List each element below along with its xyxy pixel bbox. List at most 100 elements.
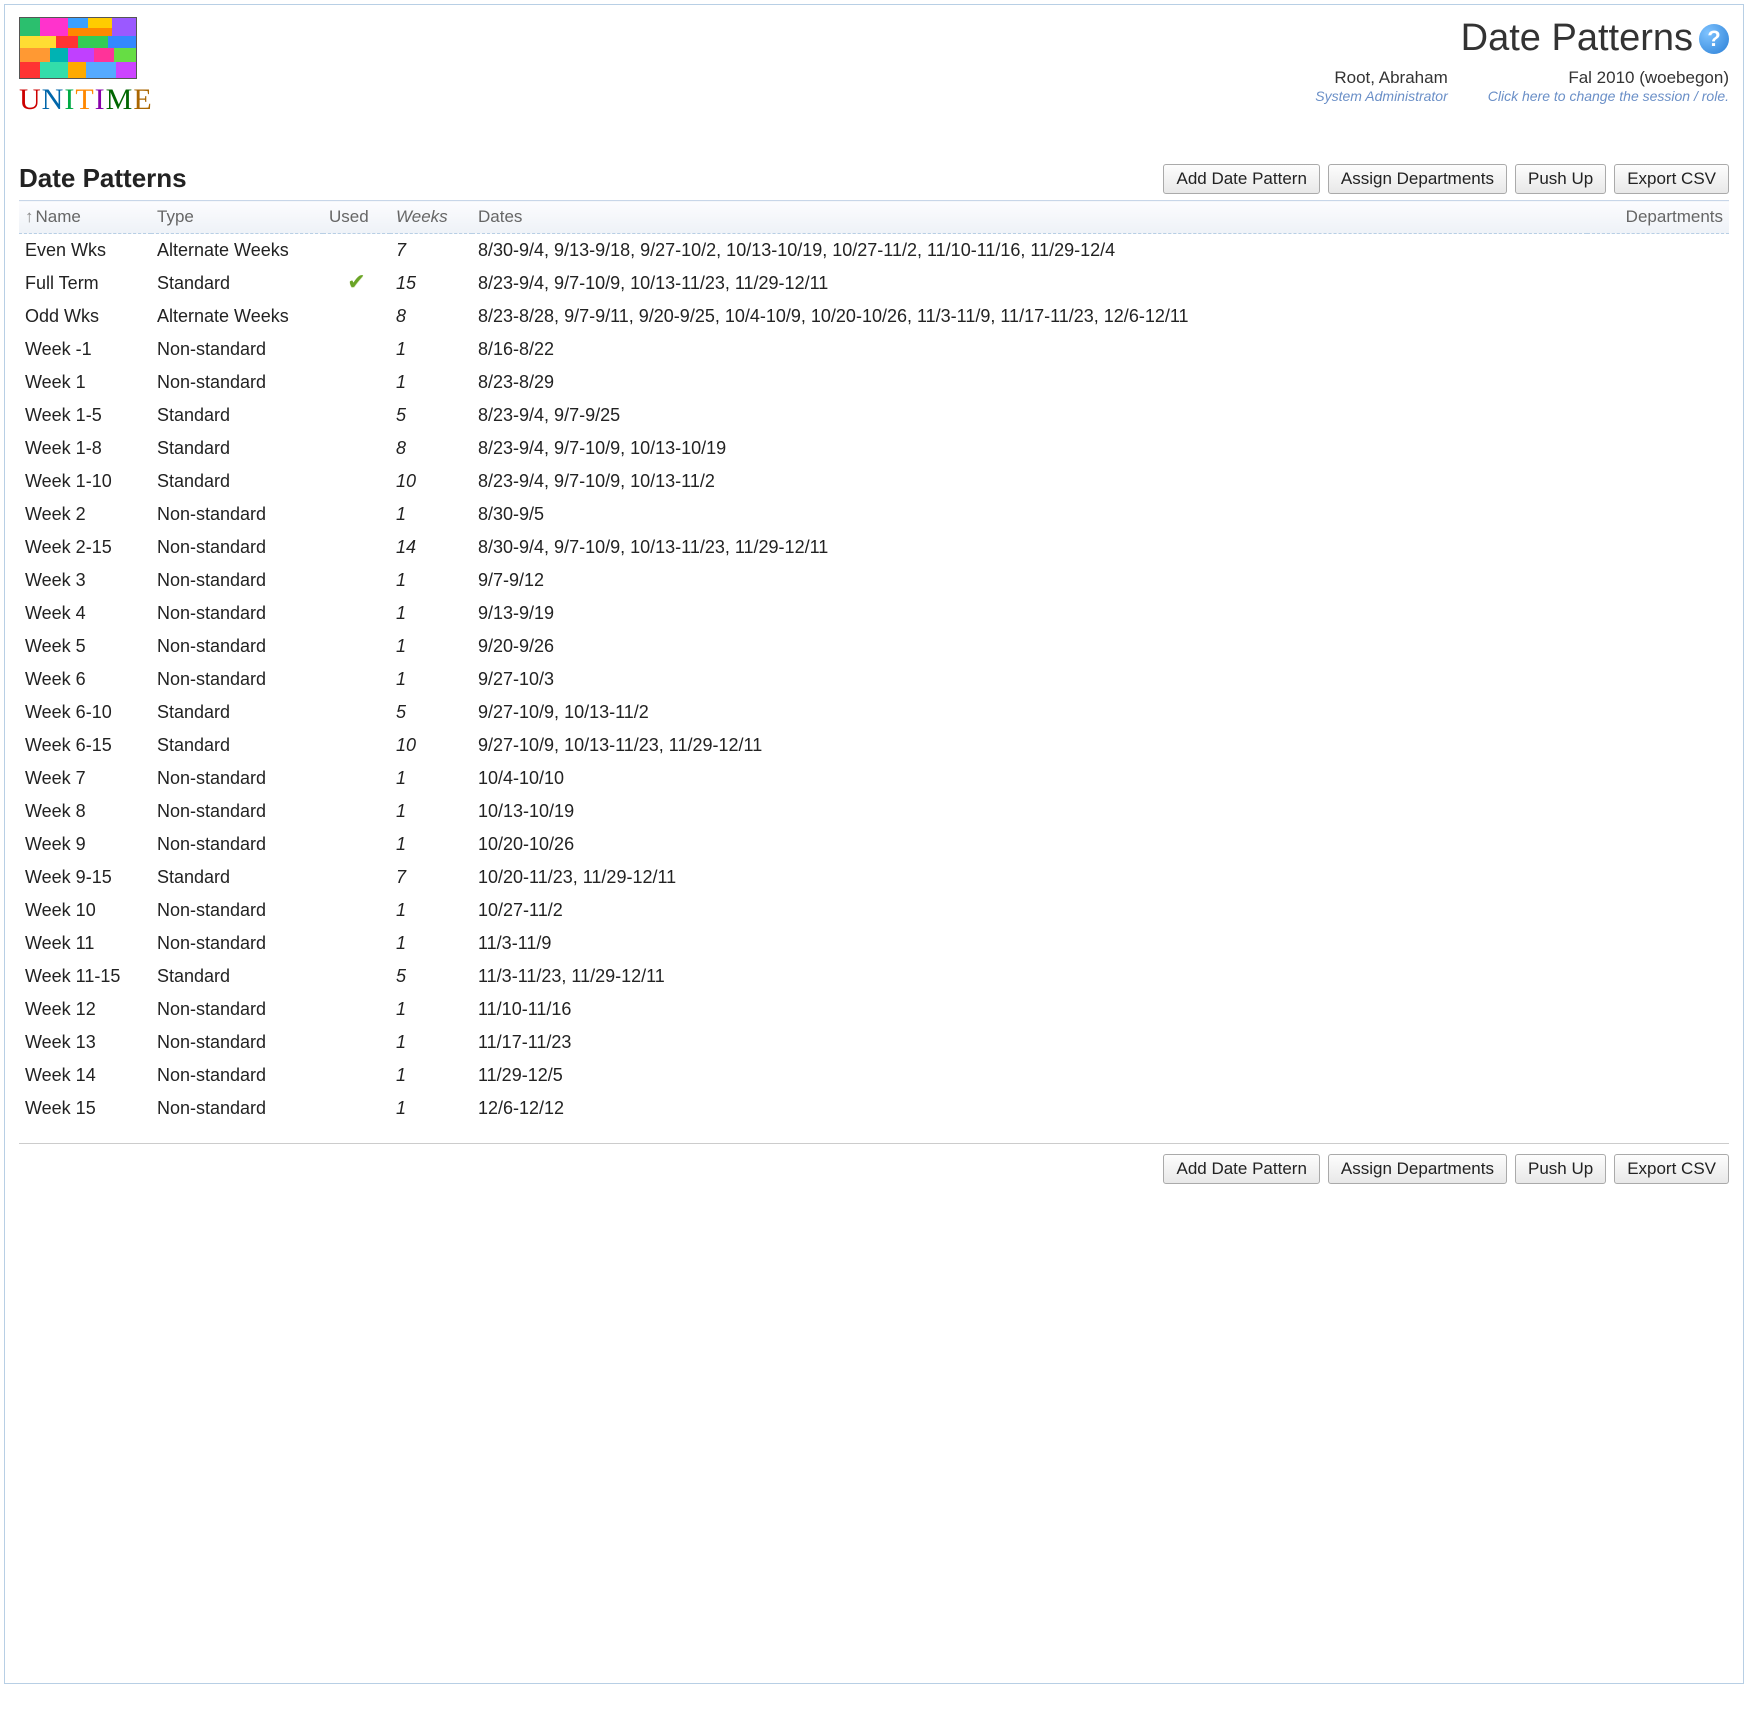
export-csv-button[interactable]: Export CSV xyxy=(1614,1154,1729,1184)
cell-type: Non-standard xyxy=(151,366,323,399)
table-row[interactable]: Week 4Non-standard19/13-9/19 xyxy=(19,597,1729,630)
cell-weeks: 5 xyxy=(390,696,472,729)
cell-departments xyxy=(1587,927,1729,960)
cell-name: Week 9 xyxy=(19,828,151,861)
cell-used xyxy=(323,927,390,960)
cell-type: Non-standard xyxy=(151,762,323,795)
cell-dates: 9/13-9/19 xyxy=(472,597,1587,630)
table-row[interactable]: Full TermStandard✔158/23-9/4, 9/7-10/9, … xyxy=(19,267,1729,300)
cell-weeks: 1 xyxy=(390,498,472,531)
cell-name: Week 1-10 xyxy=(19,465,151,498)
cell-type: Non-standard xyxy=(151,1092,323,1125)
table-row[interactable]: Week 6Non-standard19/27-10/3 xyxy=(19,663,1729,696)
app-frame: UNITIME Date Patterns ? Root, Abraham Sy… xyxy=(4,4,1744,1684)
cell-departments xyxy=(1587,630,1729,663)
cell-type: Non-standard xyxy=(151,1026,323,1059)
cell-departments xyxy=(1587,762,1729,795)
table-row[interactable]: Week 11Non-standard111/3-11/9 xyxy=(19,927,1729,960)
cell-name: Week 15 xyxy=(19,1092,151,1125)
push-up-button[interactable]: Push Up xyxy=(1515,1154,1606,1184)
cell-type: Non-standard xyxy=(151,927,323,960)
help-icon[interactable]: ? xyxy=(1699,24,1729,54)
table-row[interactable]: Week -1Non-standard18/16-8/22 xyxy=(19,333,1729,366)
table-row[interactable]: Week 3Non-standard19/7-9/12 xyxy=(19,564,1729,597)
cell-dates: 8/16-8/22 xyxy=(472,333,1587,366)
cell-departments xyxy=(1587,300,1729,333)
cell-dates: 11/3-11/23, 11/29-12/11 xyxy=(472,960,1587,993)
cell-name: Week 10 xyxy=(19,894,151,927)
table-row[interactable]: Week 10Non-standard110/27-11/2 xyxy=(19,894,1729,927)
page-title: Date Patterns ? xyxy=(1461,17,1729,60)
cell-name: Week 5 xyxy=(19,630,151,663)
cell-name: Week 6-15 xyxy=(19,729,151,762)
add-date-pattern-button[interactable]: Add Date Pattern xyxy=(1163,1154,1319,1184)
cell-weeks: 8 xyxy=(390,432,472,465)
export-csv-button[interactable]: Export CSV xyxy=(1614,164,1729,194)
table-row[interactable]: Week 8Non-standard110/13-10/19 xyxy=(19,795,1729,828)
assign-departments-button[interactable]: Assign Departments xyxy=(1328,164,1507,194)
col-header-dates[interactable]: Dates xyxy=(472,201,1587,234)
cell-departments xyxy=(1587,465,1729,498)
cell-used xyxy=(323,729,390,762)
session-block[interactable]: Fal 2010 (woebegon) Click here to change… xyxy=(1488,68,1729,104)
cell-name: Week 7 xyxy=(19,762,151,795)
cell-departments xyxy=(1587,894,1729,927)
cell-weeks: 10 xyxy=(390,729,472,762)
check-icon: ✔ xyxy=(347,274,365,290)
col-header-departments[interactable]: Departments xyxy=(1587,201,1729,234)
table-row[interactable]: Week 2-15Non-standard148/30-9/4, 9/7-10/… xyxy=(19,531,1729,564)
table-row[interactable]: Week 7Non-standard110/4-10/10 xyxy=(19,762,1729,795)
cell-departments xyxy=(1587,960,1729,993)
cell-name: Week 9-15 xyxy=(19,861,151,894)
assign-departments-button[interactable]: Assign Departments xyxy=(1328,1154,1507,1184)
cell-dates: 10/20-10/26 xyxy=(472,828,1587,861)
col-header-weeks[interactable]: Weeks xyxy=(390,201,472,234)
table-row[interactable]: Even WksAlternate Weeks78/30-9/4, 9/13-9… xyxy=(19,234,1729,268)
user-block[interactable]: Root, Abraham System Administrator xyxy=(1315,68,1448,104)
table-row[interactable]: Week 1-5Standard58/23-9/4, 9/7-9/25 xyxy=(19,399,1729,432)
table-row[interactable]: Week 6-15Standard109/27-10/9, 10/13-11/2… xyxy=(19,729,1729,762)
cell-dates: 8/23-9/4, 9/7-10/9, 10/13-11/2 xyxy=(472,465,1587,498)
cell-weeks: 8 xyxy=(390,300,472,333)
add-date-pattern-button[interactable]: Add Date Pattern xyxy=(1163,164,1319,194)
table-row[interactable]: Week 1-10Standard108/23-9/4, 9/7-10/9, 1… xyxy=(19,465,1729,498)
col-header-name[interactable]: Name xyxy=(19,201,151,234)
cell-weeks: 1 xyxy=(390,366,472,399)
cell-departments xyxy=(1587,333,1729,366)
cell-name: Odd Wks xyxy=(19,300,151,333)
cell-name: Week 2-15 xyxy=(19,531,151,564)
table-row[interactable]: Odd WksAlternate Weeks88/23-8/28, 9/7-9/… xyxy=(19,300,1729,333)
cell-departments xyxy=(1587,267,1729,300)
logo[interactable]: UNITIME xyxy=(19,17,153,117)
cell-departments xyxy=(1587,696,1729,729)
table-row[interactable]: Week 1-8Standard88/23-9/4, 9/7-10/9, 10/… xyxy=(19,432,1729,465)
cell-type: Non-standard xyxy=(151,795,323,828)
table-row[interactable]: Week 9Non-standard110/20-10/26 xyxy=(19,828,1729,861)
header: UNITIME Date Patterns ? Root, Abraham Sy… xyxy=(19,17,1729,117)
table-row[interactable]: Week 2Non-standard18/30-9/5 xyxy=(19,498,1729,531)
col-header-type[interactable]: Type xyxy=(151,201,323,234)
cell-used xyxy=(323,1059,390,1092)
logo-grid-icon xyxy=(19,17,137,79)
table-row[interactable]: Week 1Non-standard18/23-8/29 xyxy=(19,366,1729,399)
table-row[interactable]: Week 6-10Standard59/27-10/9, 10/13-11/2 xyxy=(19,696,1729,729)
table-row[interactable]: Week 13Non-standard111/17-11/23 xyxy=(19,1026,1729,1059)
table-row[interactable]: Week 9-15Standard710/20-11/23, 11/29-12/… xyxy=(19,861,1729,894)
logo-text: UNITIME xyxy=(19,83,153,117)
cell-departments xyxy=(1587,795,1729,828)
cell-departments xyxy=(1587,531,1729,564)
cell-used xyxy=(323,663,390,696)
table-row[interactable]: Week 15Non-standard112/6-12/12 xyxy=(19,1092,1729,1125)
cell-weeks: 5 xyxy=(390,960,472,993)
cell-name: Week 6 xyxy=(19,663,151,696)
table-row[interactable]: Week 12Non-standard111/10-11/16 xyxy=(19,993,1729,1026)
table-row[interactable]: Week 5Non-standard19/20-9/26 xyxy=(19,630,1729,663)
push-up-button[interactable]: Push Up xyxy=(1515,164,1606,194)
cell-dates: 10/27-11/2 xyxy=(472,894,1587,927)
cell-weeks: 1 xyxy=(390,1092,472,1125)
table-row[interactable]: Week 11-15Standard511/3-11/23, 11/29-12/… xyxy=(19,960,1729,993)
cell-name: Week 1 xyxy=(19,366,151,399)
cell-type: Standard xyxy=(151,861,323,894)
col-header-used[interactable]: Used xyxy=(323,201,390,234)
table-row[interactable]: Week 14Non-standard111/29-12/5 xyxy=(19,1059,1729,1092)
